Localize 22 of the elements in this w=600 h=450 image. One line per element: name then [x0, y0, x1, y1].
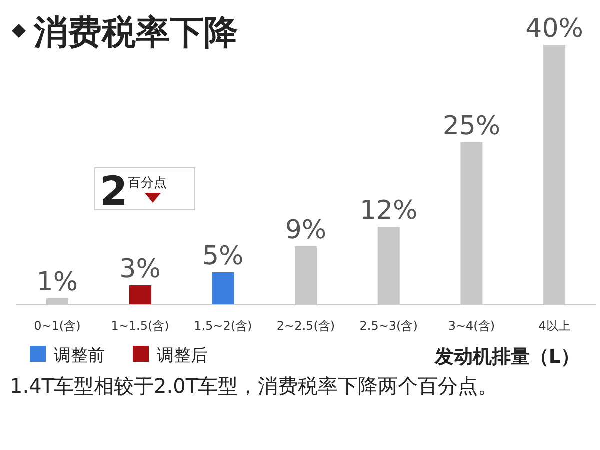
x-tick-label: 0~1(含)	[34, 319, 81, 333]
annotation: 2$^{百分点}$	[100, 169, 167, 215]
x-tick-label: 1~1.5(含)	[111, 319, 170, 333]
bar	[129, 286, 152, 305]
data-label: 25%	[442, 112, 501, 142]
data-label: 3%	[120, 254, 161, 284]
chart-title: 消费税率下降	[33, 13, 238, 53]
x-tick-label: 2.5~3(含)	[360, 319, 418, 333]
legend-label: 调整后	[157, 346, 208, 366]
x-tick-label: 1.5~2(含)	[194, 319, 252, 333]
legend-label: 调整前	[54, 346, 105, 366]
data-label: 9%	[285, 216, 327, 246]
data-label: 1%	[36, 268, 78, 298]
x-tick-label: 2~2.5(含)	[276, 319, 336, 333]
bar	[212, 272, 234, 305]
data-label: 12%	[360, 196, 418, 226]
data-label: 40%	[526, 14, 584, 44]
x-axis-title: 发动机排量（L）	[434, 346, 580, 368]
x-tick-label: 4以上	[538, 319, 570, 333]
text: 1.4T车型相较于2.0T车型，消费税率下降两个百分点。	[10, 373, 500, 400]
x-tick-label: 3~4(含)	[448, 319, 496, 333]
data-label: 5%	[202, 242, 244, 272]
